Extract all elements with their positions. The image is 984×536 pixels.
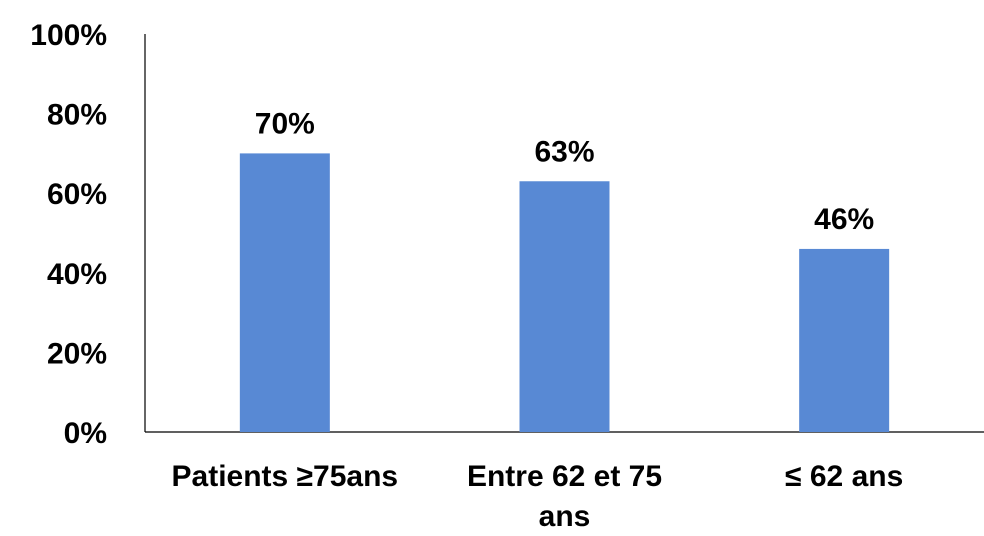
bar-value-label: 63% (534, 135, 594, 168)
x-category-label-line: Patients ≥75ans (172, 460, 399, 493)
data-labels: 70% 63% 46% (255, 107, 874, 236)
y-axis-tick-labels: 0% 20% 40% 60% 80% 100% (30, 19, 107, 450)
y-tick-label: 40% (47, 258, 107, 291)
x-category-label: Entre 62 et 75 ans (467, 460, 662, 533)
x-category-label-line: ans (539, 500, 591, 533)
x-category-label-line: Entre 62 et 75 (467, 460, 662, 493)
y-tick-label: 80% (47, 99, 107, 132)
bar (519, 181, 610, 432)
x-axis-category-labels: Patients ≥75ans Entre 62 et 75 ans ≤ 62 ans (172, 460, 904, 533)
x-category-label-line: ≤ 62 ans (785, 460, 903, 493)
x-category-label: Patients ≥75ans (172, 460, 399, 493)
y-tick-label: 0% (64, 417, 107, 450)
y-tick-label: 60% (47, 178, 107, 211)
x-category-label: ≤ 62 ans (785, 460, 903, 493)
y-tick-label: 100% (30, 19, 107, 52)
bar (239, 153, 330, 432)
bars (239, 153, 890, 432)
bar (799, 248, 890, 432)
bar-value-label: 70% (255, 107, 315, 140)
bar-value-label: 46% (814, 203, 874, 236)
y-tick-label: 20% (47, 337, 107, 370)
